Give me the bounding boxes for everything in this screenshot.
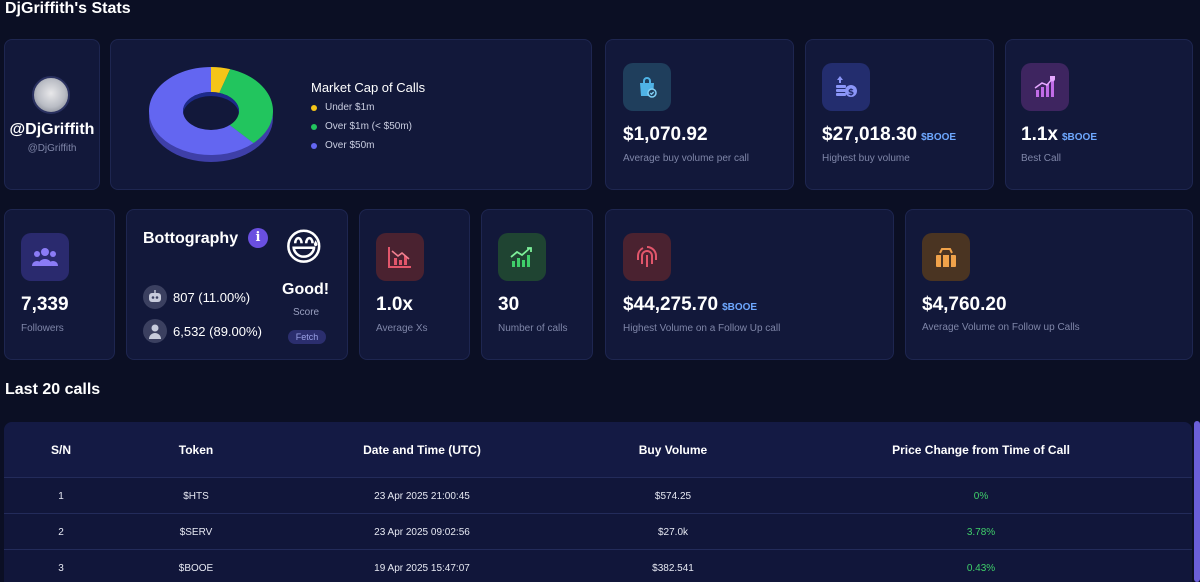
bot-icon [143, 285, 167, 309]
profile-card [4, 39, 100, 190]
table-row[interactable]: 2 $SERV 23 Apr 2025 09:02:56 $27.0k 3.78… [4, 515, 1192, 550]
fetch-button[interactable]: Fetch [288, 330, 326, 344]
legend-label: Over $50m [325, 140, 375, 151]
legend-dot [311, 123, 317, 130]
num-calls-value: 30 [498, 294, 520, 315]
coins-dollar-icon: $ [822, 63, 870, 111]
score-value: Good! [282, 281, 330, 298]
avg-follow-card [905, 209, 1193, 360]
profile-subhandle: @DjGriffith [27, 143, 77, 154]
best-call-card [1005, 39, 1193, 190]
followers-value: 7,339 [21, 294, 69, 315]
highest-follow-value-row: $44,275.70 $BOOE [623, 294, 757, 316]
cell-volume: $574.25 [654, 491, 692, 502]
profile-handle[interactable]: @DjGriffith [9, 121, 95, 138]
column-header-volume[interactable]: Buy Volume [638, 443, 708, 457]
token-tag[interactable]: $BOOE [921, 132, 957, 143]
cell-token[interactable]: $HTS [183, 491, 209, 502]
highest-follow-value: $44,275.70 [623, 294, 719, 315]
legend-item-under-1m: Under $1m [311, 102, 374, 113]
users-icon [21, 233, 69, 281]
cell-price-change: 0% [973, 491, 989, 502]
market-cap-donut [149, 67, 273, 162]
best-call-label: Best Call [1021, 153, 1062, 164]
highest-buy-card [805, 39, 994, 190]
column-header-price-change[interactable]: Price Change from Time of Call [892, 443, 1070, 457]
avg-xs-label: Average Xs [376, 323, 428, 334]
cell-token[interactable]: $BOOE [178, 563, 214, 574]
cell-sn: 1 [58, 491, 64, 502]
avatar[interactable] [32, 76, 70, 114]
chart-down-icon [376, 233, 424, 281]
human-count: 6,532 (89.00%) [173, 324, 262, 339]
avg-xs-value: 1.0x [376, 294, 413, 315]
info-icon[interactable]: i [248, 228, 268, 248]
highest-follow-card [605, 209, 894, 360]
donut-slice[interactable] [211, 69, 273, 144]
legend-label: Over $1m (< $50m) [325, 121, 412, 132]
section-title: Last 20 calls [5, 381, 101, 398]
best-call-value: 1.1x [1021, 124, 1058, 145]
followers-card [4, 209, 115, 360]
avg-buy-value: $1,070.92 [623, 124, 708, 145]
avg-buy-label: Average buy volume per call [623, 153, 749, 164]
cell-volume: $382.541 [652, 563, 694, 574]
calls-table: S/N Token Date and Time (UTC) Buy Volume… [4, 422, 1192, 582]
highest-buy-value-row: $27,018.30 $BOOE [822, 124, 956, 146]
box-stack-icon [922, 233, 970, 281]
cell-date: 19 Apr 2025 15:47:07 [374, 563, 470, 574]
num-calls-label: Number of calls [498, 323, 568, 334]
cell-price-change: 3.78% [966, 527, 996, 538]
score-label: Score [293, 307, 320, 318]
cell-token[interactable]: $SERV [179, 527, 213, 538]
cell-price-change: 0.43% [966, 563, 996, 574]
page-title: DjGriffith's Stats [5, 0, 131, 17]
avg-xs-card [359, 209, 470, 360]
bottography-title: Bottography [143, 230, 239, 247]
column-header-sn[interactable]: S/N [50, 443, 72, 457]
avg-follow-value: $4,760.20 [922, 294, 1007, 315]
market-cap-title: Market Cap of Calls [311, 80, 426, 95]
table-header: S/N Token Date and Time (UTC) Buy Volume… [4, 422, 1192, 478]
chart-up-icon [498, 233, 546, 281]
highest-buy-value: $27,018.30 [822, 124, 918, 145]
table-row[interactable]: 3 $BOOE 19 Apr 2025 15:47:07 $382.541 0.… [4, 551, 1192, 582]
column-header-token[interactable]: Token [178, 443, 214, 457]
legend-dot [311, 104, 317, 111]
cell-date: 23 Apr 2025 21:00:45 [374, 491, 470, 502]
cell-date: 23 Apr 2025 09:02:56 [374, 527, 470, 538]
table-scrollbar[interactable] [1194, 421, 1200, 582]
highest-follow-label: Highest Volume on a Follow Up call [623, 323, 781, 334]
cell-volume: $27.0k [657, 527, 689, 538]
table-row[interactable]: 1 $HTS 23 Apr 2025 21:00:45 $574.25 0% [4, 479, 1192, 514]
fingerprint-icon [623, 233, 671, 281]
legend-item-1m-50m: Over $1m (< $50m) [311, 121, 412, 132]
human-icon [143, 319, 167, 343]
shopping-bag-check-icon [623, 63, 671, 111]
cell-sn: 2 [58, 527, 64, 538]
svg-text:$: $ [848, 88, 854, 98]
sweat-smile-emoji: 😅 [284, 225, 324, 269]
column-header-date[interactable]: Date and Time (UTC) [363, 443, 481, 457]
avg-follow-label: Average Volume on Follow up Calls [922, 322, 1080, 333]
bot-count: 807 (11.00%) [173, 290, 251, 305]
followers-label: Followers [21, 323, 64, 334]
legend-dot [311, 142, 317, 149]
num-calls-card [481, 209, 593, 360]
highest-buy-label: Highest buy volume [822, 153, 910, 164]
avg-buy-card [605, 39, 794, 190]
token-tag[interactable]: $BOOE [722, 302, 758, 313]
legend-label: Under $1m [325, 102, 375, 113]
best-call-value-row: 1.1x $BOOE [1021, 124, 1097, 146]
bar-chart-trophy-icon [1021, 63, 1069, 111]
legend-item-over-50m: Over $50m [311, 140, 374, 151]
token-tag[interactable]: $BOOE [1061, 132, 1097, 143]
cell-sn: 3 [58, 563, 64, 574]
